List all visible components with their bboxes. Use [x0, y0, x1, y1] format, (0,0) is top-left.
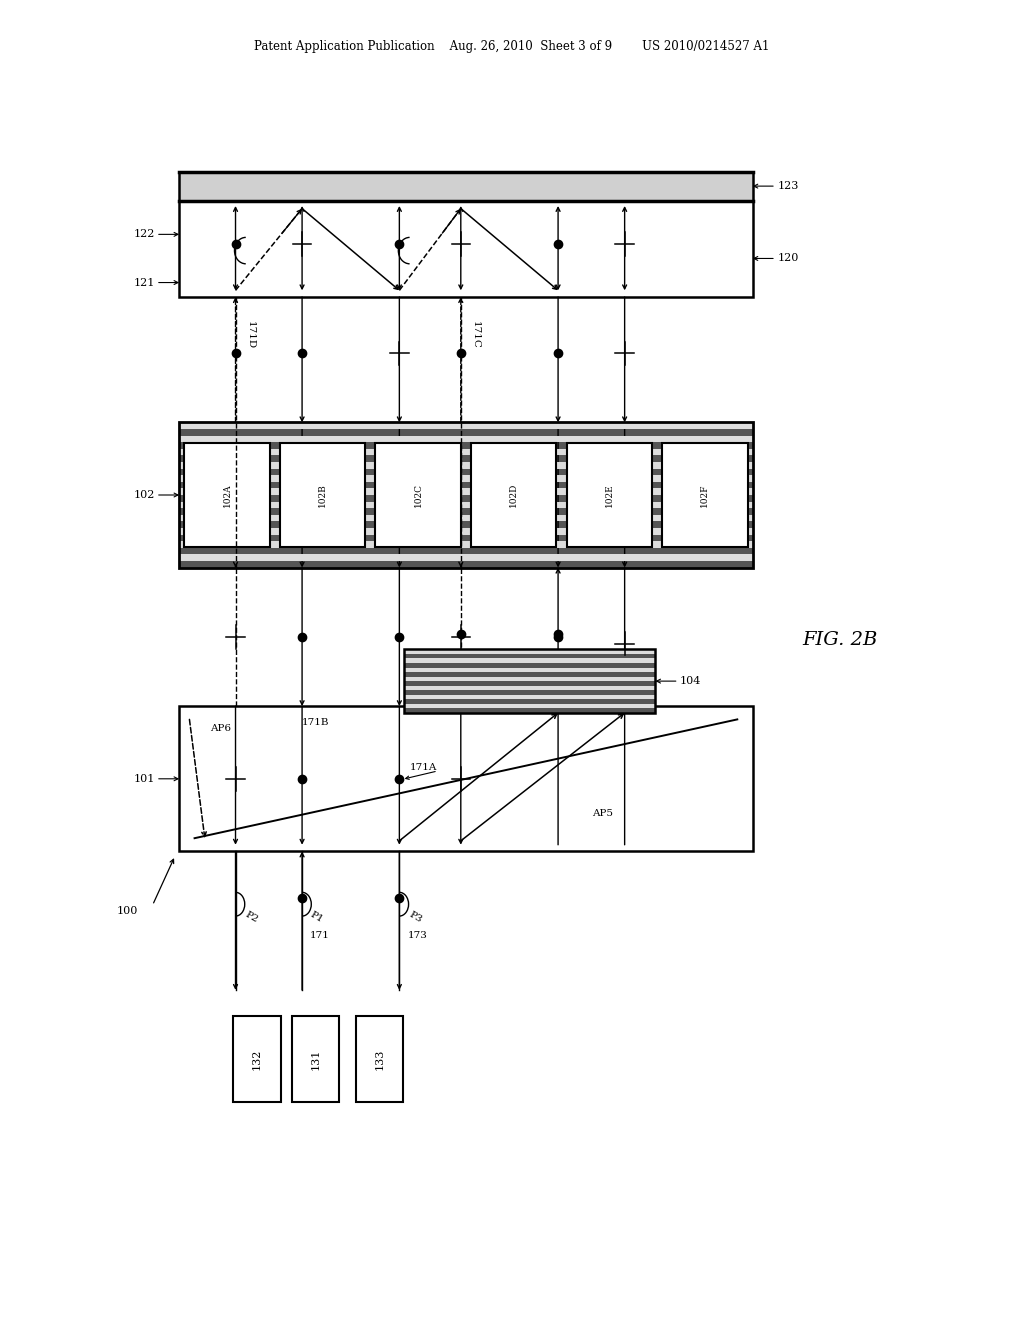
Bar: [663, 442, 748, 548]
Text: 171: 171: [310, 931, 330, 940]
Bar: [471, 442, 556, 548]
Bar: [404, 649, 655, 713]
Text: 132: 132: [252, 1048, 262, 1071]
Bar: [404, 694, 655, 700]
Bar: [179, 172, 753, 201]
Text: 133: 133: [375, 1048, 385, 1071]
Text: 100: 100: [117, 906, 138, 916]
Bar: [404, 677, 655, 681]
Text: 171D: 171D: [246, 321, 255, 348]
Bar: [376, 442, 461, 548]
Bar: [280, 442, 366, 548]
Bar: [404, 649, 655, 713]
Text: 122: 122: [133, 230, 155, 239]
Bar: [179, 422, 753, 568]
Text: 102D: 102D: [509, 483, 518, 507]
Bar: [292, 1016, 339, 1102]
Bar: [179, 201, 753, 297]
Text: 171A: 171A: [410, 763, 437, 771]
Bar: [179, 554, 753, 561]
Text: Patent Application Publication    Aug. 26, 2010  Sheet 3 of 9        US 2010/021: Patent Application Publication Aug. 26, …: [254, 40, 770, 53]
Bar: [179, 515, 753, 521]
Text: 102B: 102B: [318, 483, 327, 507]
Text: AP5: AP5: [592, 809, 613, 818]
Text: 102: 102: [133, 490, 155, 500]
Text: P1: P1: [308, 909, 325, 925]
Bar: [179, 475, 753, 482]
Text: 173: 173: [408, 931, 427, 940]
Text: 102A: 102A: [222, 483, 231, 507]
Text: 131: 131: [310, 1048, 321, 1071]
Bar: [356, 1016, 403, 1102]
Text: 171B: 171B: [302, 718, 330, 727]
Bar: [404, 668, 655, 672]
Bar: [179, 436, 753, 442]
Text: 121: 121: [133, 277, 155, 288]
Bar: [179, 706, 753, 851]
Text: 120: 120: [777, 253, 799, 264]
Bar: [184, 442, 269, 548]
Text: 171C: 171C: [471, 321, 480, 348]
Text: 123: 123: [777, 181, 799, 191]
Bar: [179, 462, 753, 469]
Text: 104: 104: [680, 676, 701, 686]
Bar: [404, 649, 655, 653]
Text: 102C: 102C: [414, 483, 423, 507]
Text: AP6: AP6: [210, 723, 231, 733]
Bar: [179, 449, 753, 455]
Text: P2: P2: [244, 909, 260, 925]
Bar: [179, 541, 753, 548]
Bar: [179, 528, 753, 535]
Bar: [179, 422, 753, 568]
Bar: [179, 422, 753, 429]
Bar: [404, 659, 655, 663]
Bar: [179, 488, 753, 495]
Text: 101: 101: [133, 774, 155, 784]
Text: FIG. 2B: FIG. 2B: [802, 631, 878, 649]
Text: P3: P3: [408, 909, 424, 925]
Bar: [566, 442, 652, 548]
Bar: [404, 704, 655, 709]
Bar: [404, 685, 655, 690]
Text: 102E: 102E: [605, 483, 613, 507]
Bar: [233, 1016, 281, 1102]
Text: 102F: 102F: [700, 483, 710, 507]
Bar: [179, 502, 753, 508]
